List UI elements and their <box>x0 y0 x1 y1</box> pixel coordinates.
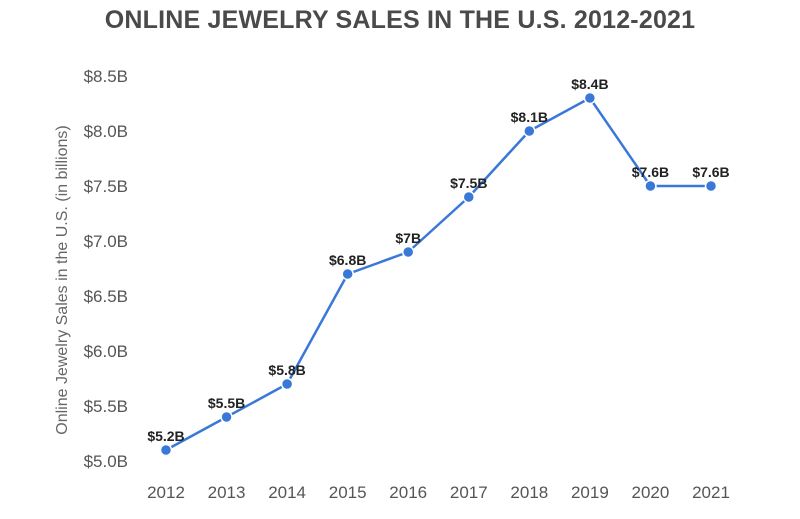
data-point <box>280 377 294 391</box>
y-tick-label: $7.5B <box>84 177 128 196</box>
x-tick-label: 2017 <box>450 483 488 502</box>
data-label: $7.6B <box>632 164 669 180</box>
x-tick-label: 2012 <box>147 483 185 502</box>
x-tick-label: 2014 <box>268 483 306 502</box>
y-tick-label: $6.5B <box>84 287 128 306</box>
data-label: $6.8B <box>329 252 366 268</box>
data-label: $8.4B <box>571 76 608 92</box>
data-label: $7B <box>395 230 421 246</box>
data-label: $5.5B <box>208 395 245 411</box>
data-point <box>583 91 597 105</box>
data-labels: $5.2B $5.5B $5.8B $6.8B $7B $7.5B $8.1B $8.4B $7… <box>147 76 729 444</box>
x-tick-label: 2020 <box>632 483 670 502</box>
x-tick-label: 2016 <box>389 483 427 502</box>
x-axis: 2012 2013 2014 2015 2016 2017 2018 2019 2020 2021 <box>147 483 730 502</box>
x-tick-label: 2021 <box>692 483 730 502</box>
y-axis: $5.0B $5.5B $6.0B $6.5B $7.0B $7.5B $8.0B $8.5B <box>84 67 128 471</box>
y-tick-label: $7.0B <box>84 232 128 251</box>
data-label: $5.8B <box>268 362 305 378</box>
y-tick-label: $8.0B <box>84 122 128 141</box>
series-line <box>164 96 713 452</box>
data-label: $8.1B <box>511 109 548 125</box>
data-point <box>159 443 173 457</box>
x-tick-label: 2013 <box>208 483 246 502</box>
data-point <box>341 267 354 281</box>
data-point <box>401 245 415 259</box>
y-tick-label: $8.5B <box>84 67 128 86</box>
chart-title: ONLINE JEWELRY SALES IN THE U.S. 2012-20… <box>104 6 696 34</box>
data-point <box>220 410 233 424</box>
y-tick-label: $5.5B <box>84 397 128 416</box>
data-label: $5.2B <box>147 428 184 444</box>
x-tick-label: 2019 <box>571 483 609 502</box>
data-point <box>462 190 476 204</box>
data-label: $7.6B <box>692 164 729 180</box>
x-tick-label: 2018 <box>510 483 548 502</box>
y-axis-title: Online Jewelry Sales in the U.S. (in bil… <box>54 125 71 434</box>
data-point <box>704 179 718 193</box>
y-tick-label: $6.0B <box>84 342 128 361</box>
y-tick-label: $5.0B <box>84 452 128 471</box>
x-tick-label: 2015 <box>329 483 367 502</box>
series-online-jewelry-sales <box>159 91 718 457</box>
data-point <box>644 179 657 193</box>
data-point <box>523 124 536 138</box>
data-label: $7.5B <box>450 175 487 191</box>
